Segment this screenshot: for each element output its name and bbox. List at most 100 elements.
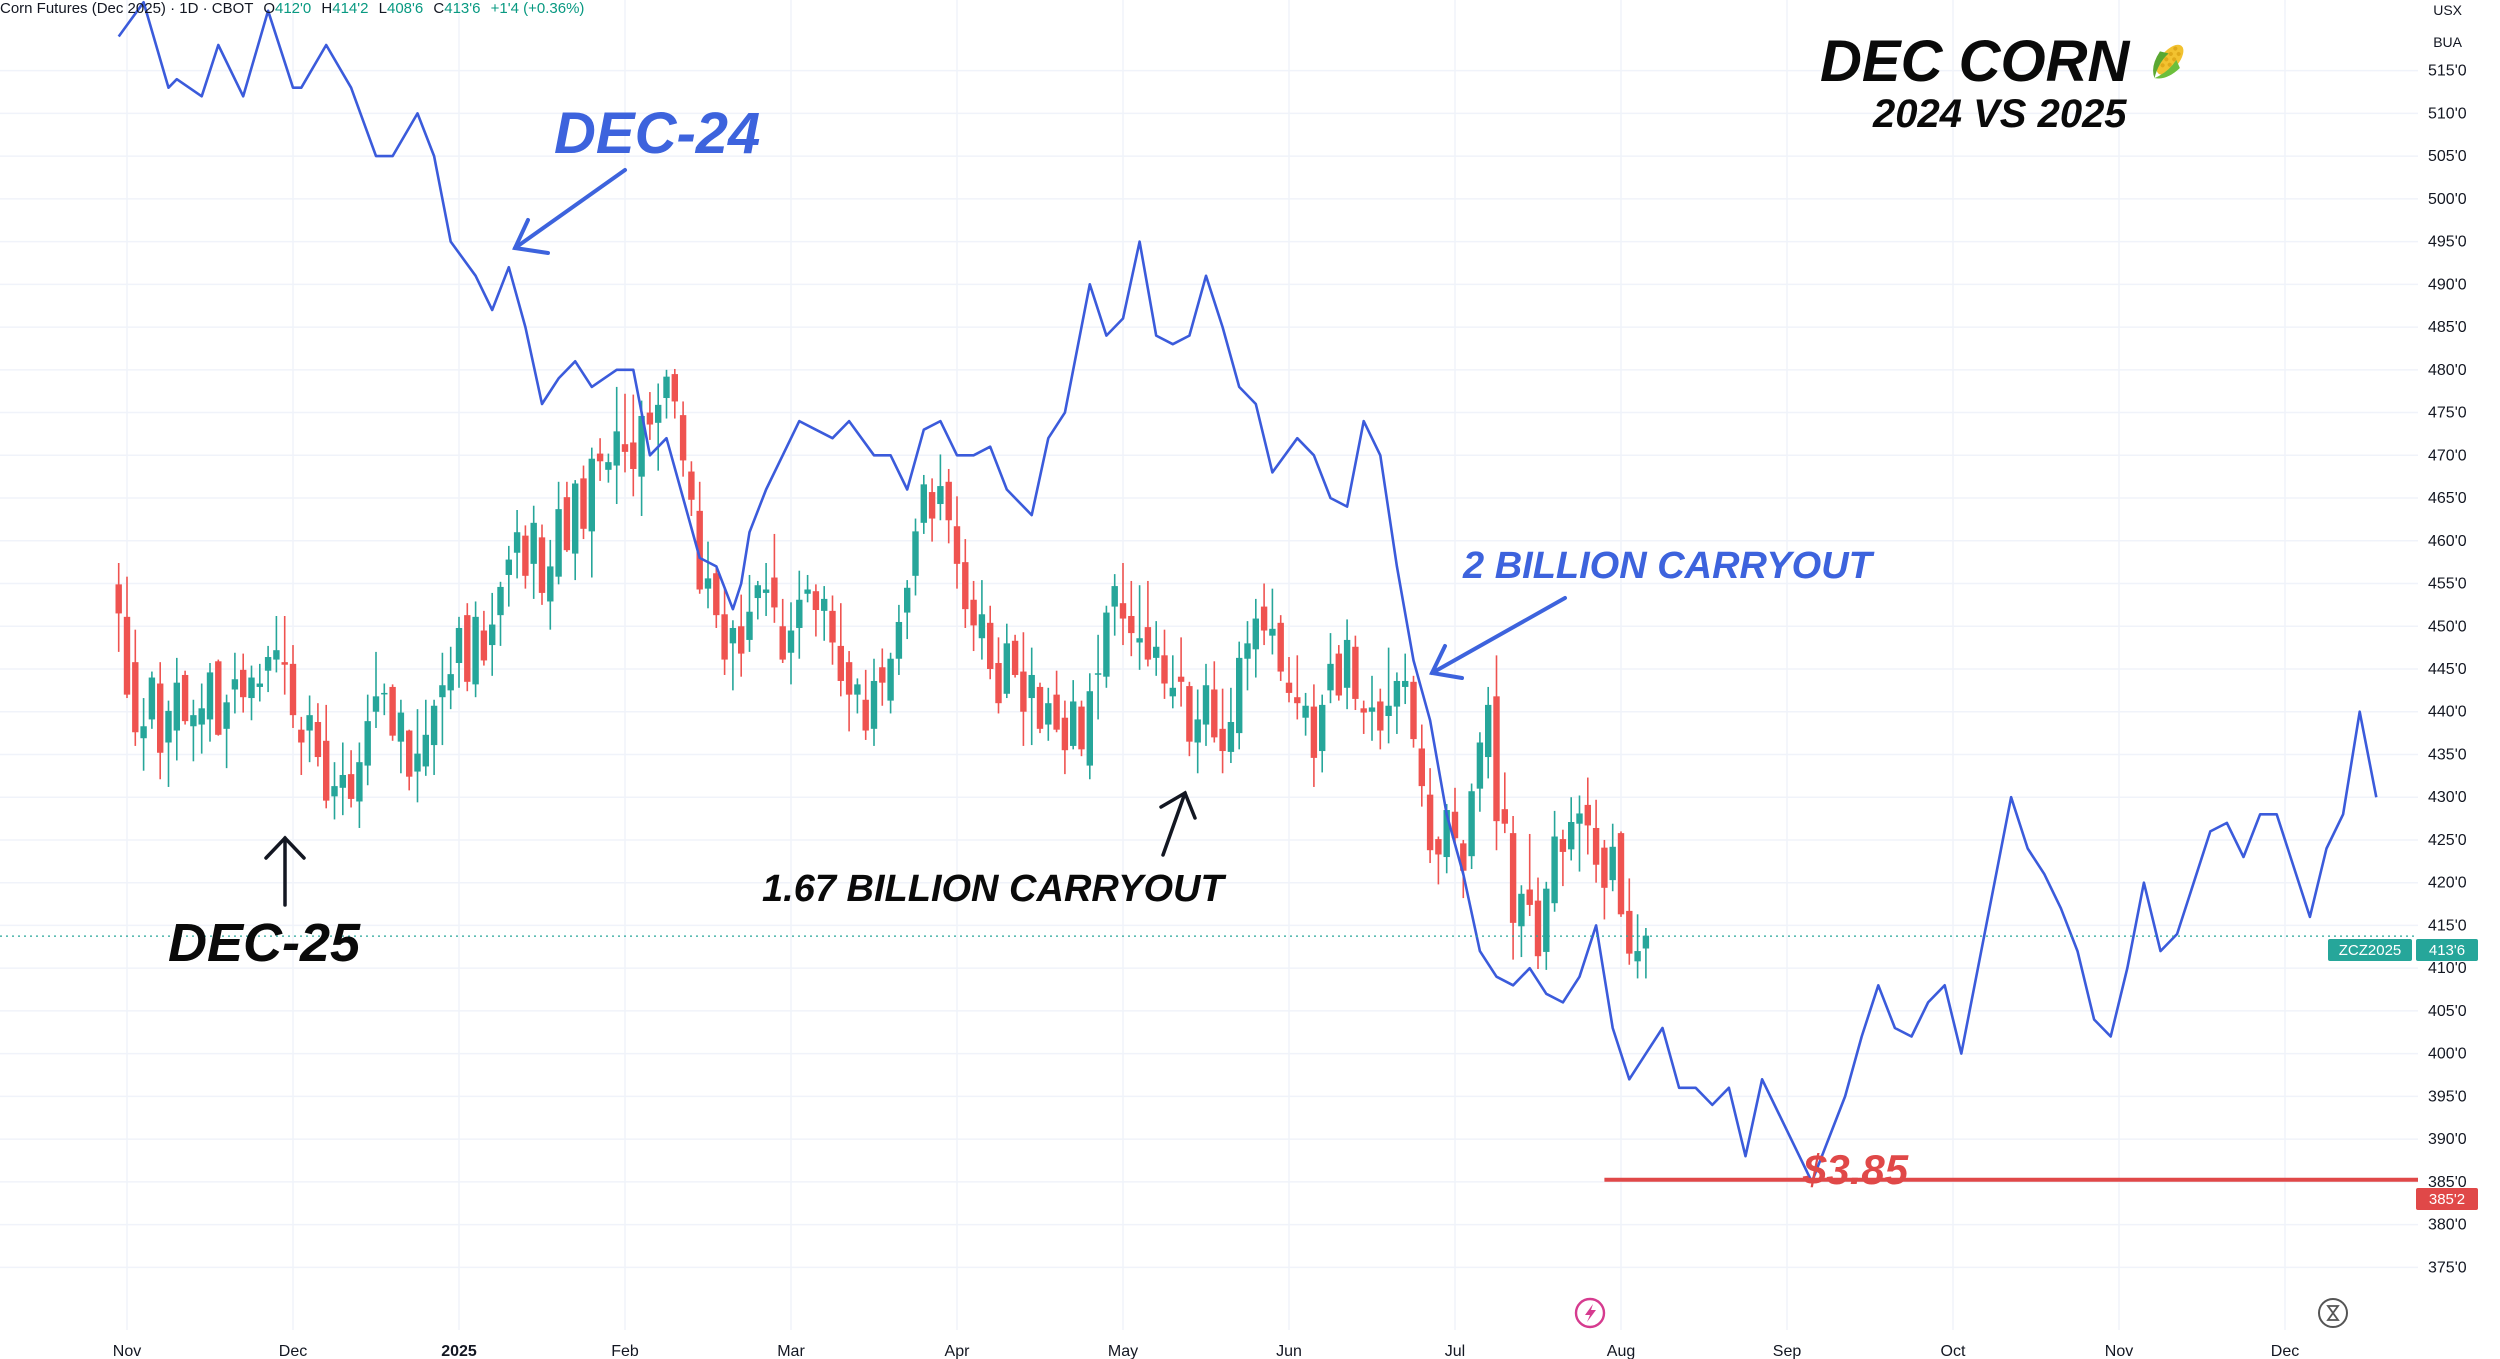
candle bbox=[331, 762, 338, 820]
candle bbox=[1435, 836, 1442, 885]
candle bbox=[1526, 833, 1533, 917]
lightning-icon[interactable] bbox=[1574, 1297, 1606, 1329]
candle bbox=[887, 652, 894, 714]
dec24-label: DEC-24 bbox=[554, 101, 761, 166]
candle bbox=[148, 671, 156, 729]
candle bbox=[1601, 839, 1608, 920]
time-tick-label: Jul bbox=[1445, 1343, 1465, 1359]
candle bbox=[1360, 700, 1367, 734]
candle bbox=[513, 510, 521, 579]
candle bbox=[1377, 688, 1384, 750]
candle bbox=[1592, 799, 1600, 883]
price-tick-label: 475'0 bbox=[2428, 405, 2467, 422]
candle bbox=[157, 662, 164, 780]
time-axis[interactable]: Nov Dec 2025 Feb Mar Apr May Jun Jul Aug Sep Oct Nov… bbox=[113, 1343, 2299, 1359]
price-tick-label: 415'0 bbox=[2428, 917, 2467, 934]
candle bbox=[165, 700, 172, 787]
candle bbox=[738, 594, 745, 677]
price-tick-label: 450'0 bbox=[2428, 618, 2467, 635]
dec-24-line bbox=[117, 0, 2378, 1184]
candle bbox=[572, 480, 579, 581]
candle bbox=[862, 669, 869, 740]
chart-title: DEC CORN bbox=[1820, 28, 2191, 95]
time-tick-label: Nov bbox=[2105, 1343, 2133, 1359]
candle bbox=[1584, 777, 1591, 855]
candle bbox=[1609, 823, 1616, 892]
arrow-dec25-icon bbox=[264, 835, 306, 907]
candle bbox=[314, 703, 322, 767]
candle bbox=[596, 438, 604, 481]
candle bbox=[1202, 663, 1210, 746]
candle bbox=[895, 604, 903, 675]
candle bbox=[1476, 732, 1484, 812]
candle bbox=[1485, 686, 1492, 779]
candle bbox=[1144, 580, 1152, 667]
candle bbox=[1385, 647, 1392, 744]
candle bbox=[978, 580, 986, 660]
candle bbox=[1227, 687, 1235, 764]
time-tick-label: Feb bbox=[611, 1343, 639, 1359]
candle bbox=[754, 580, 761, 620]
unit-currency[interactable]: USX bbox=[2433, 2, 2462, 18]
price-tick-label: 375'0 bbox=[2428, 1259, 2467, 1276]
symbol-badge: ZCZ2025 bbox=[2328, 939, 2412, 961]
candle bbox=[812, 584, 820, 637]
candle bbox=[605, 453, 612, 483]
candle bbox=[1576, 795, 1583, 872]
candle bbox=[1277, 615, 1284, 681]
candle bbox=[231, 652, 239, 714]
price-tick-label: 515'0 bbox=[2428, 63, 2467, 80]
candle bbox=[1568, 797, 1575, 861]
candle bbox=[937, 454, 944, 521]
candle bbox=[364, 694, 371, 786]
candle bbox=[854, 678, 861, 714]
candle bbox=[140, 698, 147, 771]
price-tick-label: 465'0 bbox=[2428, 490, 2467, 507]
arrow-dec24-icon bbox=[512, 168, 627, 255]
candle bbox=[1194, 689, 1201, 774]
time-tick-label: Aug bbox=[1607, 1343, 1635, 1359]
candle bbox=[1003, 623, 1010, 699]
candle bbox=[132, 629, 139, 746]
candle bbox=[372, 651, 380, 728]
candle bbox=[1036, 682, 1044, 734]
candle bbox=[181, 670, 189, 725]
candle bbox=[563, 481, 571, 552]
candle bbox=[389, 684, 396, 741]
unit-measure[interactable]: BUA bbox=[2433, 34, 2462, 50]
candle bbox=[1460, 839, 1467, 899]
candle bbox=[1244, 621, 1251, 691]
candle bbox=[779, 598, 786, 664]
candle bbox=[721, 586, 728, 675]
candle bbox=[1302, 692, 1309, 736]
price-axis[interactable]: 375'0 380'0 385'0 390'0 395'0 400'0 405'0 410'0… bbox=[2428, 63, 2467, 1277]
candle bbox=[1119, 562, 1127, 646]
candle bbox=[1319, 694, 1326, 773]
hourglass-icon[interactable] bbox=[2318, 1298, 2348, 1328]
candle bbox=[347, 750, 355, 808]
candle bbox=[904, 580, 911, 640]
time-tick-label: May bbox=[1108, 1343, 1138, 1359]
price-tick-label: 485'0 bbox=[2428, 319, 2467, 336]
candle bbox=[1543, 881, 1550, 970]
price-tick-label: 490'0 bbox=[2428, 276, 2467, 293]
candle bbox=[115, 562, 122, 652]
candle bbox=[1011, 634, 1019, 678]
candle bbox=[821, 586, 828, 641]
candle bbox=[1028, 647, 1035, 746]
candle bbox=[173, 657, 180, 761]
candle bbox=[995, 637, 1002, 714]
symbol-title: Corn Futures (Dec 2025) · 1D · CBOT bbox=[0, 0, 254, 17]
candle bbox=[746, 574, 753, 652]
time-tick-label: 2025 bbox=[441, 1343, 477, 1359]
candle bbox=[406, 729, 413, 791]
candle bbox=[762, 562, 770, 616]
candle bbox=[1343, 619, 1351, 710]
candle bbox=[704, 541, 712, 609]
candle bbox=[289, 645, 297, 728]
candle bbox=[787, 602, 795, 685]
candle bbox=[1410, 675, 1417, 748]
last-price-badge: 413'6 bbox=[2416, 939, 2478, 961]
price-tick-label: 455'0 bbox=[2428, 576, 2467, 593]
